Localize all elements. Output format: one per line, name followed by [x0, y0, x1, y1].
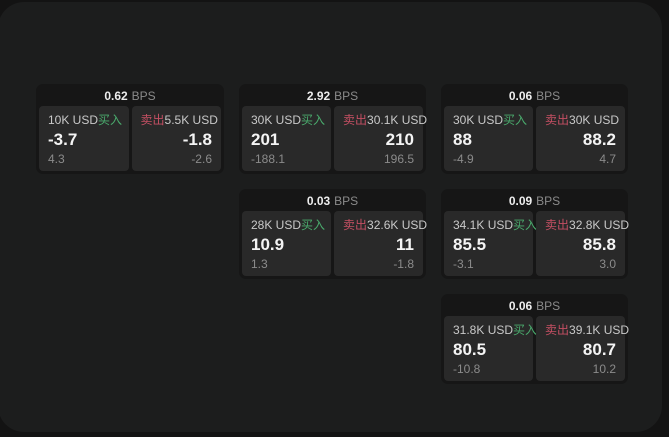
sell-tile[interactable]: 卖出 5.5K USD -1.8 -2.6: [131, 106, 221, 171]
buy-action[interactable]: 买入: [513, 323, 538, 337]
buy-price: -3.7: [48, 130, 78, 149]
sell-tile[interactable]: 卖出 32.6K USD 11 -1.8: [334, 211, 427, 276]
sell-amount: 39.1K USD: [569, 323, 630, 337]
bps-label: BPS: [536, 194, 561, 208]
bps-label: BPS: [131, 89, 156, 103]
buy-amount: 30K USD: [453, 113, 504, 127]
sell-change: 4.7: [599, 152, 616, 166]
sell-price: 210: [385, 130, 414, 149]
sell-action[interactable]: 卖出: [545, 323, 570, 337]
bps-value: 0.62: [104, 89, 128, 103]
main-panel: 0.62 BPS 10K USD 买入 -3.7 4.3 卖出: [0, 2, 662, 432]
buy-action[interactable]: 买入: [301, 113, 326, 127]
card-header: 0.06 BPS: [444, 297, 625, 316]
quote-card-6: 0.06 BPS 31.8K USD 买入 80.5 -10.8 卖: [441, 294, 629, 384]
quote-card-1: 0.62 BPS 10K USD 买入 -3.7 4.3 卖出: [36, 84, 224, 174]
bps-label: BPS: [536, 89, 561, 103]
buy-change: 4.3: [48, 152, 65, 166]
card-header: 0.62 BPS: [39, 87, 221, 106]
sell-price: 11: [396, 235, 414, 254]
bps-value: 2.92: [306, 89, 331, 103]
quote-grid: 0.62 BPS 10K USD 买入 -3.7 4.3 卖出: [36, 84, 629, 384]
sell-change: 3.0: [599, 257, 616, 271]
sell-action[interactable]: 卖出: [140, 113, 165, 127]
bps-label: BPS: [536, 299, 561, 313]
quote-card-5: 0.09 BPS 34.1K USD 买入 85.5 -3.1 卖出: [441, 189, 629, 279]
buy-action[interactable]: 买入: [513, 218, 538, 232]
quote-card-2: 2.92 BPS 30K USD 买入 201 -188.1 卖出: [239, 84, 427, 174]
sell-price: 88.2: [582, 130, 616, 149]
sell-action[interactable]: 卖出: [343, 113, 368, 127]
buy-change: -4.9: [453, 152, 474, 166]
buy-tile[interactable]: 30K USD 买入 88 -4.9: [444, 106, 533, 171]
buy-amount: 10K USD: [48, 113, 99, 127]
bps-value: 0.06: [508, 89, 533, 103]
sell-action[interactable]: 卖出: [545, 113, 570, 127]
buy-action[interactable]: 买入: [98, 113, 123, 127]
quote-card-3: 0.06 BPS 30K USD 买入 88 -4.9 卖出: [441, 84, 628, 174]
sell-price: -1.8: [182, 130, 212, 149]
sell-price: 85.8: [582, 235, 616, 254]
sell-amount: 30K USD: [569, 113, 620, 127]
bps-label: BPS: [334, 194, 359, 208]
sell-tile[interactable]: 卖出 30.1K USD 210 196.5: [334, 106, 427, 171]
buy-price: 201: [251, 130, 280, 149]
sell-price: 80.7: [582, 340, 616, 359]
sell-tile[interactable]: 卖出 32.8K USD 85.8 3.0: [536, 211, 629, 276]
sell-tile[interactable]: 卖出 39.1K USD 80.7 10.2: [536, 316, 629, 381]
sell-tile[interactable]: 卖出 30K USD 88.2 4.7: [536, 106, 625, 171]
card-header: 0.06 BPS: [444, 87, 625, 106]
buy-action[interactable]: 买入: [503, 113, 528, 127]
sell-amount: 5.5K USD: [164, 113, 218, 127]
card-header: 2.92 BPS: [242, 87, 423, 106]
sell-amount: 32.6K USD: [367, 218, 428, 232]
bps-value: 0.03: [306, 194, 331, 208]
buy-amount: 34.1K USD: [453, 218, 514, 232]
buy-tile[interactable]: 28K USD 买入 10.9 1.3: [242, 211, 331, 276]
buy-price: 10.9: [251, 235, 285, 254]
buy-tile[interactable]: 34.1K USD 买入 85.5 -3.1: [444, 211, 537, 276]
buy-change: -3.1: [453, 257, 474, 271]
quote-card-4: 0.03 BPS 28K USD 买入 10.9 1.3 卖出: [239, 189, 427, 279]
sell-action[interactable]: 卖出: [545, 218, 570, 232]
buy-change: 1.3: [251, 257, 268, 271]
buy-price: 85.5: [453, 235, 487, 254]
card-header: 0.09 BPS: [444, 192, 625, 211]
buy-amount: 28K USD: [251, 218, 302, 232]
sell-change: -1.8: [393, 257, 414, 271]
buy-change: -188.1: [251, 152, 286, 166]
buy-tile[interactable]: 31.8K USD 买入 80.5 -10.8: [444, 316, 537, 381]
bps-label: BPS: [334, 89, 359, 103]
buy-tile[interactable]: 30K USD 买入 201 -188.1: [242, 106, 331, 171]
sell-change: -2.6: [191, 152, 212, 166]
sell-change: 10.2: [592, 362, 616, 376]
sell-amount: 30.1K USD: [367, 113, 428, 127]
sell-change: 196.5: [383, 152, 414, 166]
sell-amount: 32.8K USD: [569, 218, 630, 232]
card-header: 0.03 BPS: [242, 192, 423, 211]
buy-tile[interactable]: 10K USD 买入 -3.7 4.3: [39, 106, 129, 171]
buy-price: 88: [453, 130, 472, 149]
buy-price: 80.5: [453, 340, 487, 359]
buy-amount: 31.8K USD: [453, 323, 514, 337]
buy-action[interactable]: 买入: [301, 218, 326, 232]
buy-amount: 30K USD: [251, 113, 302, 127]
buy-change: -10.8: [453, 362, 481, 376]
bps-value: 0.06: [508, 299, 533, 313]
sell-action[interactable]: 卖出: [343, 218, 368, 232]
bps-value: 0.09: [508, 194, 533, 208]
